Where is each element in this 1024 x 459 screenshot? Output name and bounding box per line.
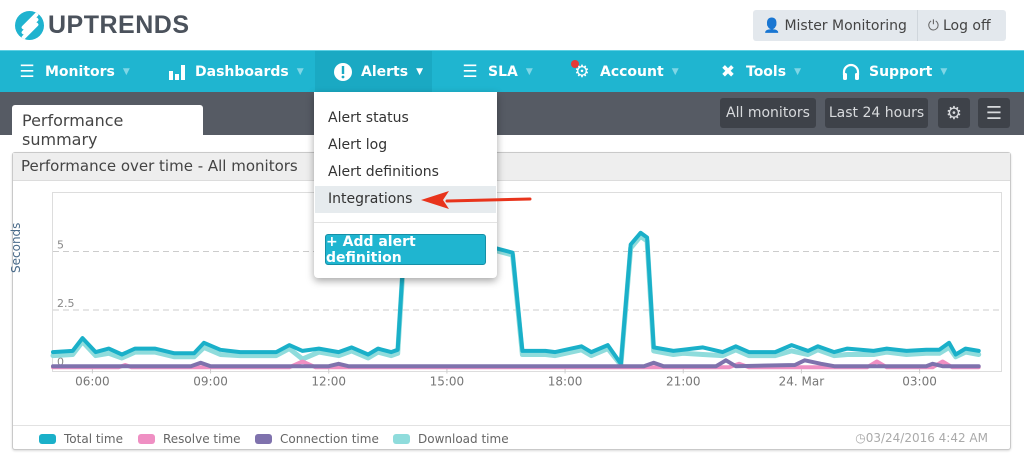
x-tick-label: 24. Mar: [779, 375, 825, 389]
period-button[interactable]: Last 24 hours: [825, 98, 928, 128]
chart-plot-area: 0 2.5 5 06:00 09:00 12:00 15:00 18:00 21:00 24. M…: [50, 192, 1002, 389]
caret-down-icon: ▼: [296, 66, 304, 77]
nav-alerts[interactable]: Alerts ▼: [315, 51, 432, 92]
nav-label: Dashboards: [195, 63, 289, 80]
tools-icon: ✖: [720, 61, 736, 82]
user-profile-button[interactable]: 👤 Mister Monitoring: [753, 10, 917, 41]
user-box: 👤 Mister Monitoring ⏻ Log off: [753, 10, 1006, 41]
x-tick-label: 06:00: [75, 375, 110, 389]
monitor-filter-button[interactable]: All monitors: [720, 98, 816, 128]
nav-label: Monitors: [45, 63, 115, 80]
caret-down-icon: ▼: [794, 66, 801, 77]
legend-label: Connection time: [280, 432, 379, 446]
performance-panel: Performance over time - All monitors Sec…: [9, 152, 1011, 450]
list-icon: ☰: [19, 61, 35, 82]
alerts-dropdown-menu: Alert status Alert log Alert definitions…: [314, 92, 497, 278]
nav-support[interactable]: Support ▼: [841, 51, 947, 92]
x-tick-label: 12:00: [311, 375, 346, 389]
series-line-connection-time: [51, 358, 981, 369]
y-axis-label: Seconds: [9, 222, 23, 273]
uptrends-logo[interactable]: UPTRENDS: [15, 11, 190, 40]
nav-account[interactable]: ⚙ Account ▼: [571, 51, 679, 92]
y-tick-label: 0: [57, 356, 64, 369]
annotation-arrow: [421, 191, 532, 209]
clock-icon: ◷: [855, 431, 866, 445]
nav-dashboards[interactable]: Dashboards ▼: [167, 51, 304, 92]
menu-icon[interactable]: ☰: [978, 98, 1010, 128]
nav-label: SLA: [488, 63, 518, 80]
nav-label: Support: [869, 63, 933, 80]
brand-name: UPTRENDS: [48, 11, 190, 39]
tab-performance-summary[interactable]: Performance summary: [12, 105, 203, 149]
caret-down-icon: ▼: [416, 66, 423, 77]
caret-down-icon: ▼: [940, 66, 948, 77]
timestamp: 03/24/2016 4:42 AM: [865, 431, 988, 445]
menu-item-alert-status[interactable]: Alert status: [328, 110, 409, 126]
caret-down-icon: ▼: [671, 66, 679, 77]
alert-icon: [333, 62, 353, 82]
y-tick-label: 5: [57, 239, 64, 252]
log-off-button[interactable]: ⏻ Log off: [916, 10, 1001, 41]
legend-label: Resolve time: [163, 432, 241, 446]
legend-label: Download time: [418, 432, 509, 446]
caret-down-icon: ▼: [525, 66, 533, 77]
checklist-icon: ☰: [462, 61, 478, 82]
legend-download-time[interactable]: Download time: [393, 432, 509, 446]
x-tick-label: 09:00: [193, 375, 228, 389]
nav-sla[interactable]: ☰ SLA ▼: [460, 51, 533, 92]
chart-legend: Total time Resolve time Connection time …: [13, 425, 1010, 450]
caret-down-icon: ▼: [122, 66, 130, 77]
series-line-total-time: [51, 230, 981, 366]
series-line-download-time: [50, 233, 982, 368]
headset-icon: [841, 62, 861, 82]
legend-resolve-time[interactable]: Resolve time: [138, 432, 241, 446]
legend-total-time[interactable]: Total time: [39, 432, 123, 446]
nav-label: Account: [600, 63, 664, 80]
menu-divider: [314, 222, 497, 223]
last-updated: ◷03/24/2016 4:42 AM: [855, 431, 988, 445]
notification-badge: [571, 59, 579, 68]
performance-chart: 0 2.5 5 06:00 09:00 12:00 15:00 18:00 21:00 24. M…: [50, 230, 1001, 389]
log-off-label: Log off: [942, 17, 991, 34]
panel-title: Performance over time - All monitors: [13, 153, 1010, 181]
settings-gear-icon[interactable]: ⚙: [938, 98, 970, 128]
add-alert-definition-button[interactable]: + Add alert definition: [325, 234, 486, 266]
user-icon: 👤: [763, 17, 781, 34]
nav-label: Tools: [746, 63, 787, 80]
menu-item-alert-definitions[interactable]: Alert definitions: [328, 164, 439, 180]
legend-label: Total time: [64, 432, 123, 446]
x-tick-label: 03:00: [902, 375, 937, 389]
x-tick-label: 21:00: [666, 375, 701, 389]
logo-mark-icon: [15, 11, 44, 40]
x-tick-label: 18:00: [548, 375, 583, 389]
bar-chart-icon: [167, 62, 187, 82]
gear-icon: ⚙: [571, 59, 592, 82]
power-icon: ⏻: [927, 17, 939, 34]
y-tick-label: 2.5: [57, 297, 75, 310]
nav-monitors[interactable]: ☰ Monitors ▼: [17, 51, 130, 92]
user-name: Mister Monitoring: [784, 17, 907, 34]
main-nav: ☰ Monitors ▼ Dashboards ▼ Alerts ▼ ☰ SLA ▼ ⚙ Ac…: [0, 50, 1024, 92]
menu-item-alert-log[interactable]: Alert log: [328, 137, 388, 153]
x-tick-label: 15:00: [430, 375, 465, 389]
nav-tools[interactable]: ✖ Tools ▼: [718, 51, 801, 92]
nav-label: Alerts: [361, 63, 409, 80]
legend-connection-time[interactable]: Connection time: [255, 432, 379, 446]
